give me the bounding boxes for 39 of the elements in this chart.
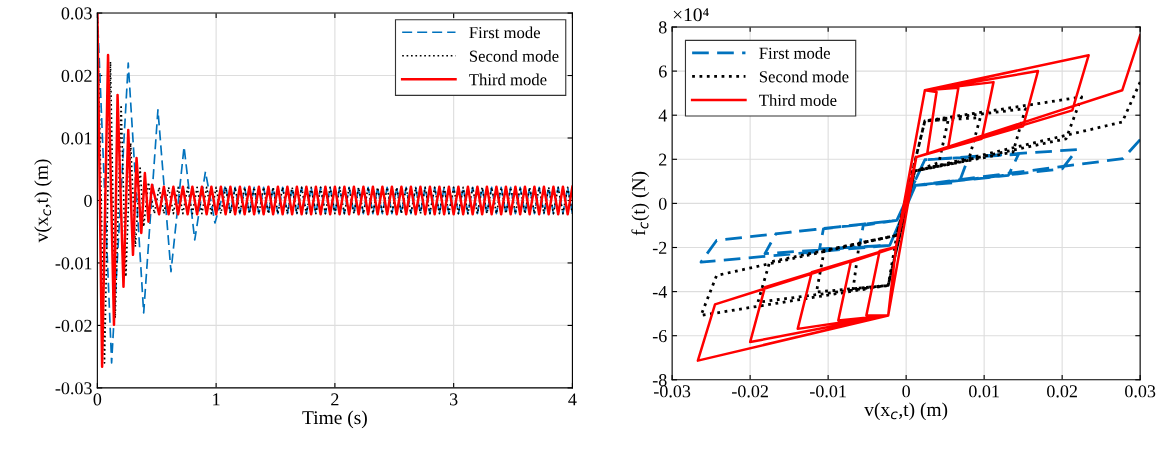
y-tick-label: -2 [652,241,667,254]
x-axis-title: Time (s) [302,410,367,429]
y-tick-label: -0.01 [55,257,92,270]
x-tick-label: 0 [93,393,102,406]
y-tick-label: -4 [652,285,667,298]
x-tick-label: 2 [331,393,339,406]
x-tick-label: 0.02 [1047,385,1077,398]
legend-label: Third mode [469,73,547,86]
y-tick-label: -6 [652,330,667,343]
x-tick-label: 1 [213,393,220,406]
legend-label: First mode [759,47,830,59]
y-tick-label: 2 [659,153,667,166]
y-axis-title: f$_{c}$(t) (N) [631,171,650,236]
x-tick-label: -0.01 [810,385,846,398]
x-tick-label: 0 [902,385,910,398]
y-tick-label: 0.02 [61,69,92,83]
legend-label: First mode [469,26,541,39]
legend-label: Second mode [759,70,849,83]
y-tick-label: 0 [84,194,92,207]
x-tick-label: 3 [450,393,458,406]
legend-label: Second mode [469,50,559,62]
y-tick-label: 0 [658,197,667,210]
y-tick-label: -8 [652,374,667,387]
y-axis-title: v(x$_{c}$,t) (m) [34,159,52,243]
x-tick-label: 0.01 [969,385,999,398]
x-tick-label: -0.02 [732,385,768,398]
x-tick-label: 4 [568,393,577,406]
legend-label: Third mode [759,94,837,106]
y-tick-label: -0.02 [55,319,92,332]
x-axis-title: v(x$_{c}$,t) (m) [864,402,948,421]
y-tick-label: 8 [658,21,667,34]
y-tick-label: 6 [659,65,667,78]
line-series [699,138,1141,264]
x-tick-label: 0.03 [1125,385,1156,398]
line-series [696,34,1141,362]
text: ×10⁴ [673,8,709,22]
y-tick-label: 4 [658,109,667,122]
y-tick-label: 0.01 [61,132,92,145]
y-tick-label: 0.03 [61,7,92,20]
